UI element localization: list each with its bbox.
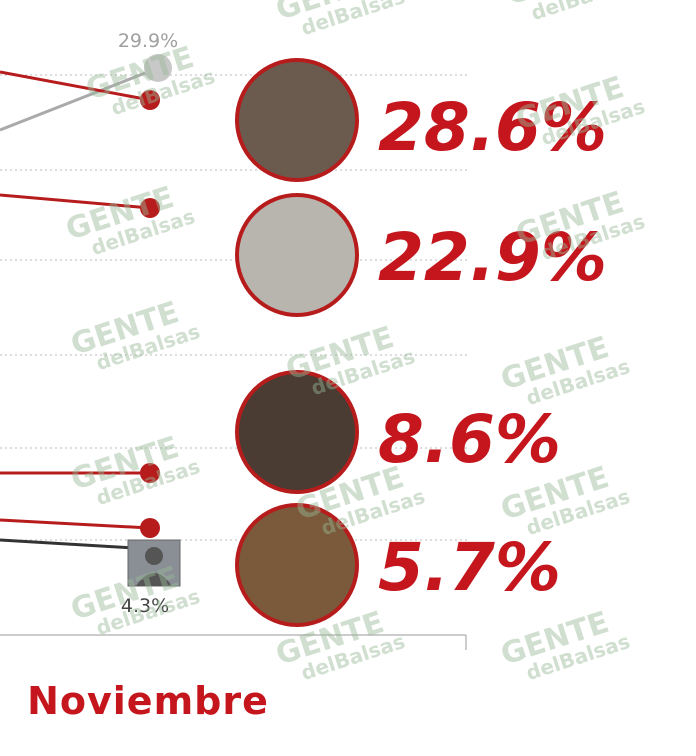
photos <box>235 58 359 627</box>
big-label: 5.7% <box>378 529 561 606</box>
big-label: 8.6% <box>378 401 561 478</box>
data-label: 4.3% <box>121 595 169 617</box>
big-label: 28.6% <box>378 89 607 166</box>
photo <box>235 503 359 627</box>
x-tick-label: Noviembre <box>27 679 269 723</box>
lines <box>0 66 159 550</box>
grid <box>0 74 470 541</box>
marker <box>140 463 160 483</box>
photo <box>235 370 359 494</box>
watermark: delBalsas <box>528 0 638 25</box>
photo <box>235 193 359 317</box>
marker <box>140 198 160 218</box>
marker <box>140 90 160 110</box>
marker <box>144 54 172 82</box>
line <box>0 518 151 530</box>
avatar-icon <box>127 539 181 587</box>
data-label: 29.9% <box>118 30 178 52</box>
line <box>0 193 151 210</box>
line <box>0 66 159 132</box>
big-label: 22.9% <box>378 219 607 296</box>
photo <box>235 58 359 182</box>
marker <box>140 518 160 538</box>
line <box>0 538 136 550</box>
line <box>0 70 151 102</box>
